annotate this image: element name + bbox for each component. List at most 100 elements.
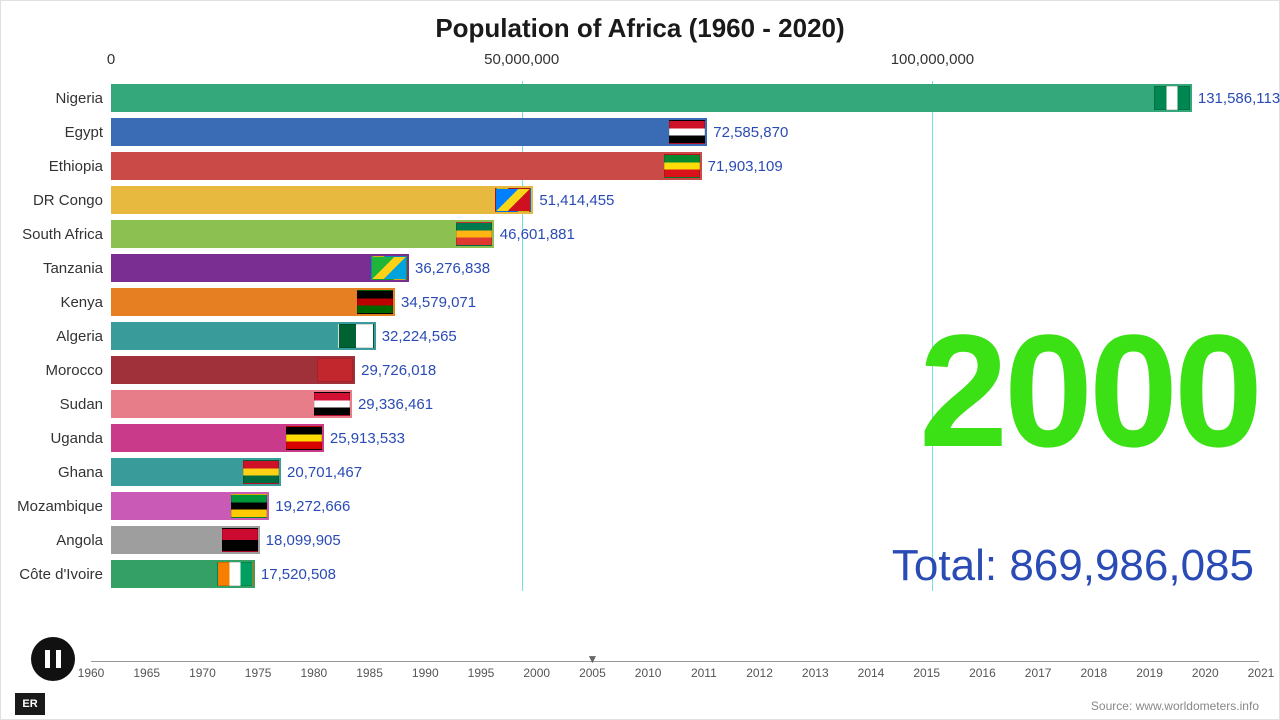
flag-icon: [664, 154, 700, 178]
pause-icon: [56, 650, 61, 668]
timeline-tick: 2018: [1080, 666, 1107, 680]
chart-title: Population of Africa (1960 - 2020): [1, 1, 1279, 48]
value-label: 18,099,905: [266, 532, 341, 549]
year-display: 2000: [919, 311, 1259, 471]
value-label: 51,414,455: [539, 192, 614, 209]
timeline[interactable]: 1960196519701975198019851990199520002005…: [91, 661, 1259, 691]
timeline-tick: 2020: [1192, 666, 1219, 680]
bar: 71,903,109: [111, 152, 702, 180]
value-label: 25,913,533: [330, 430, 405, 447]
x-axis-tick: 0: [107, 51, 115, 68]
timeline-tick: 2000: [523, 666, 550, 680]
pause-icon: [45, 650, 50, 668]
bar: 20,701,467: [111, 458, 281, 486]
value-label: 29,336,461: [358, 396, 433, 413]
timeline-tick: 1960: [78, 666, 105, 680]
flag-icon: [456, 222, 492, 246]
bar-row: Mozambique19,272,666: [111, 489, 1259, 523]
timeline-tick: 2019: [1136, 666, 1163, 680]
bar-row: DR Congo51,414,455: [111, 183, 1259, 217]
value-label: 29,726,018: [361, 362, 436, 379]
country-label: Tanzania: [1, 260, 111, 277]
flag-icon: [243, 460, 279, 484]
flag-icon: [669, 120, 705, 144]
x-axis-top: 050,000,000100,000,000: [111, 51, 1259, 81]
value-label: 72,585,870: [713, 124, 788, 141]
flag-icon: [1154, 86, 1190, 110]
timeline-tick: 2005: [579, 666, 606, 680]
flag-icon: [371, 256, 407, 280]
timeline-tick: 2010: [635, 666, 662, 680]
value-label: 32,224,565: [382, 328, 457, 345]
value-label: 36,276,838: [415, 260, 490, 277]
x-axis-tick: 100,000,000: [891, 51, 974, 68]
flag-icon: [231, 494, 267, 518]
value-label: 20,701,467: [287, 464, 362, 481]
value-label: 34,579,071: [401, 294, 476, 311]
pause-button[interactable]: [31, 637, 75, 681]
country-label: Uganda: [1, 430, 111, 447]
country-label: Nigeria: [1, 90, 111, 107]
bar-row: South Africa46,601,881: [111, 217, 1259, 251]
timeline-tick: 2015: [913, 666, 940, 680]
country-label: South Africa: [1, 226, 111, 243]
bar: 51,414,455: [111, 186, 533, 214]
country-label: DR Congo: [1, 192, 111, 209]
bar-row: Ethiopia71,903,109: [111, 149, 1259, 183]
bar: 17,520,508: [111, 560, 255, 588]
flag-icon: [338, 324, 374, 348]
bar: 18,099,905: [111, 526, 260, 554]
timeline-tick: 1990: [412, 666, 439, 680]
bar: 131,586,113: [111, 84, 1192, 112]
value-label: 131,586,113: [1198, 90, 1280, 107]
timeline-tick: 2013: [802, 666, 829, 680]
bar: 34,579,071: [111, 288, 395, 316]
country-label: Ethiopia: [1, 158, 111, 175]
bar: 29,726,018: [111, 356, 355, 384]
timeline-tick: 1980: [300, 666, 327, 680]
country-label: Angola: [1, 532, 111, 549]
bar: 25,913,533: [111, 424, 324, 452]
timeline-tick: 1965: [133, 666, 160, 680]
bar-row: Tanzania36,276,838: [111, 251, 1259, 285]
x-axis-tick: 50,000,000: [484, 51, 559, 68]
flag-icon: [222, 528, 258, 552]
country-label: Morocco: [1, 362, 111, 379]
country-label: Ghana: [1, 464, 111, 481]
flag-icon: [217, 562, 253, 586]
value-label: 71,903,109: [708, 158, 783, 175]
flag-icon: [495, 188, 531, 212]
value-label: 46,601,881: [500, 226, 575, 243]
value-label: 17,520,508: [261, 566, 336, 583]
timeline-tick: 2014: [858, 666, 885, 680]
country-label: Mozambique: [1, 498, 111, 515]
source-text: Source: www.worldometers.info: [1091, 699, 1259, 713]
timeline-tick: 2016: [969, 666, 996, 680]
logo: ER: [15, 693, 45, 715]
bar: 72,585,870: [111, 118, 707, 146]
bar-row: Nigeria131,586,113: [111, 81, 1259, 115]
bar: 19,272,666: [111, 492, 269, 520]
country-label: Egypt: [1, 124, 111, 141]
timeline-tick: 1970: [189, 666, 216, 680]
timeline-tick: 2021: [1248, 666, 1275, 680]
timeline-tick: 2017: [1025, 666, 1052, 680]
flag-icon: [317, 358, 353, 382]
timeline-tick: 1995: [468, 666, 495, 680]
country-label: Côte d'Ivoire: [1, 566, 111, 583]
value-label: 19,272,666: [275, 498, 350, 515]
timeline-tick: 2011: [691, 666, 717, 680]
bar: 36,276,838: [111, 254, 409, 282]
bar: 29,336,461: [111, 390, 352, 418]
timeline-tick: 2012: [746, 666, 773, 680]
total-display: Total: 869,986,085: [892, 541, 1254, 591]
timeline-marker-icon: ▼: [586, 652, 598, 666]
flag-icon: [286, 426, 322, 450]
bar: 32,224,565: [111, 322, 376, 350]
country-label: Kenya: [1, 294, 111, 311]
bar-row: Egypt72,585,870: [111, 115, 1259, 149]
flag-icon: [357, 290, 393, 314]
timeline-tick: 1985: [356, 666, 383, 680]
country-label: Algeria: [1, 328, 111, 345]
bar: 46,601,881: [111, 220, 494, 248]
